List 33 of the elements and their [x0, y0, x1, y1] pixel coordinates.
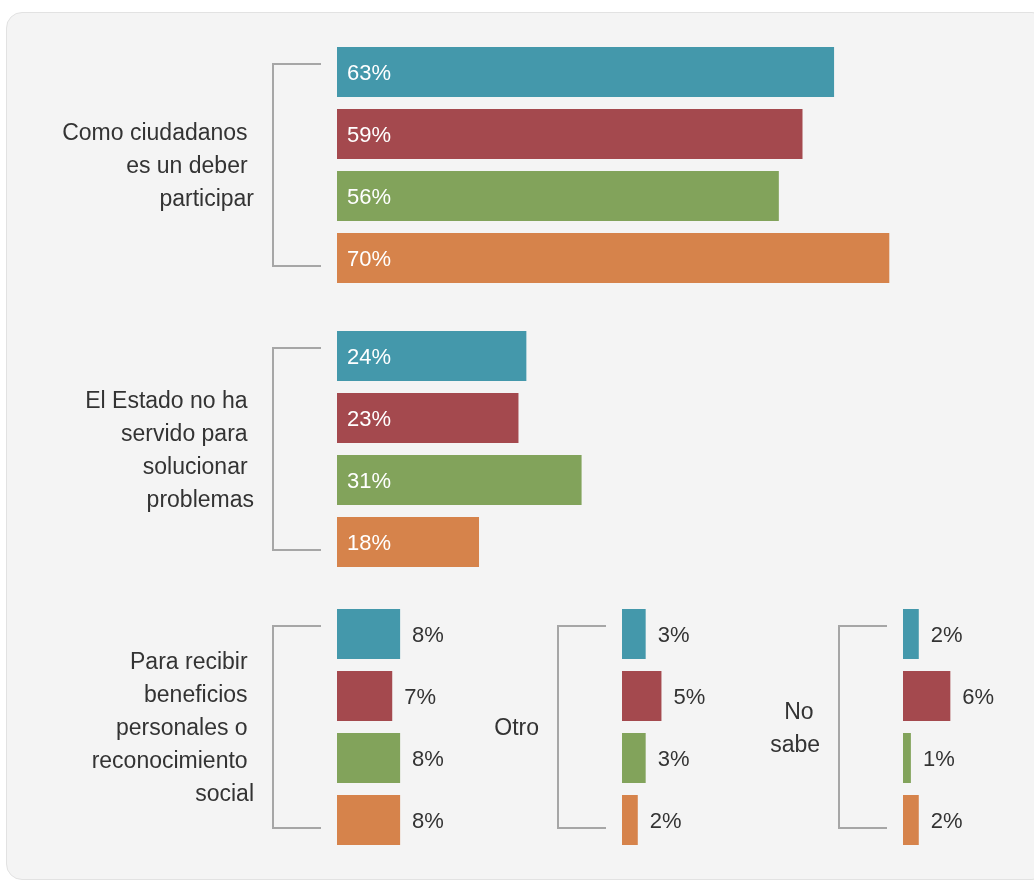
data-label: 7%	[404, 683, 437, 709]
y-axis-title: Como ciudadanos es un deber participar	[62, 119, 255, 211]
data-label: 59%	[347, 121, 392, 147]
data-label: 5%	[673, 683, 706, 709]
bar	[337, 47, 835, 97]
bar	[337, 517, 480, 567]
data-label: 8%	[412, 745, 444, 771]
data-label: 18%	[347, 529, 392, 555]
data-label: 2%	[930, 621, 963, 647]
bar	[337, 393, 519, 443]
bar	[337, 109, 803, 159]
data-label: 2%	[930, 807, 963, 833]
data-label: 8%	[412, 807, 444, 833]
data-label: 1%	[922, 745, 955, 771]
data-label: 6%	[962, 683, 995, 709]
y-axis-title: No sabe	[770, 697, 820, 757]
data-label: 3%	[657, 745, 690, 771]
bar	[337, 331, 527, 381]
data-label: 3%	[657, 621, 690, 647]
data-label: 24%	[347, 343, 392, 369]
y-axis-title: Otro	[494, 714, 539, 740]
data-label: 23%	[347, 405, 392, 431]
y-axis-title: El Estado no ha servido para solucionar problemas	[85, 386, 254, 512]
data-label: 31%	[347, 467, 392, 493]
data-label: 63%	[347, 59, 392, 85]
y-axis-title: Para recibir beneficios personales o reconocimiento social	[91, 648, 254, 806]
bar	[337, 455, 582, 505]
data-label: 2%	[649, 807, 682, 833]
data-label: 8%	[412, 621, 444, 647]
data-label: 70%	[347, 245, 392, 271]
bar	[337, 171, 779, 221]
data-label: 56%	[347, 183, 392, 209]
bar	[337, 233, 890, 283]
